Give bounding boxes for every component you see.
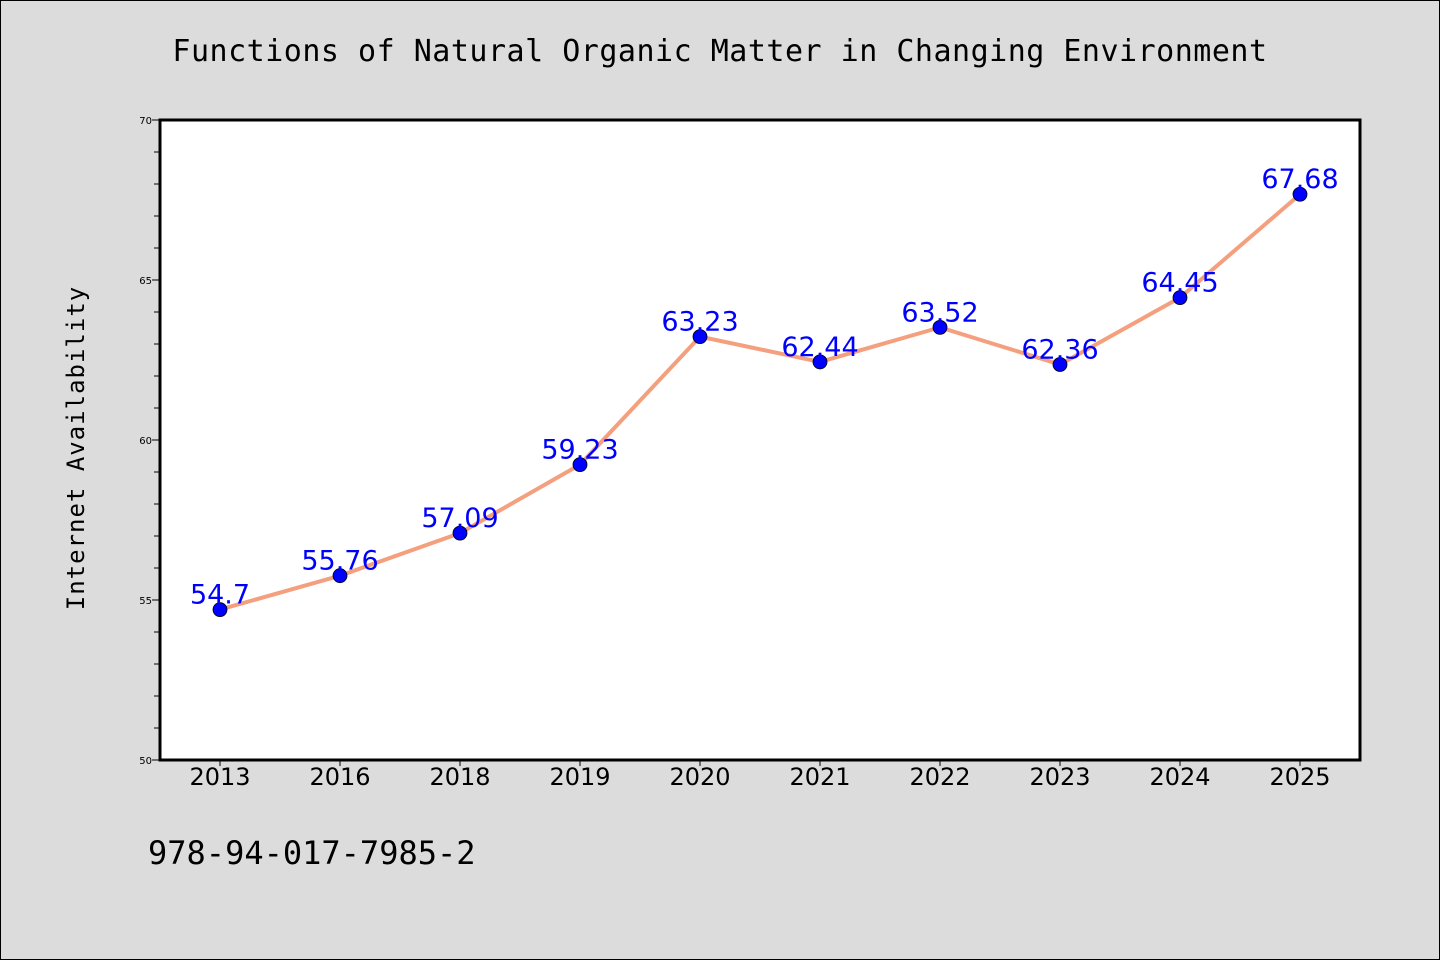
data-point [452, 525, 468, 541]
x-tick-label: 2018 [429, 763, 490, 791]
chart-title: Functions of Natural Organic Matter in C… [172, 34, 1268, 69]
x-tick-label: 2024 [1149, 763, 1210, 791]
x-tick-label: 2019 [549, 763, 610, 791]
y-tick-label: 50 [139, 756, 152, 767]
data-label: 54.7 [190, 580, 250, 611]
data-label: 63.23 [661, 307, 738, 338]
y-tick-label: 65 [139, 276, 152, 287]
y-tick-label: 70 [139, 116, 152, 127]
data-label: 67.68 [1261, 164, 1338, 195]
y-tick-label: 60 [139, 436, 152, 447]
data-label: 62.44 [781, 332, 858, 363]
x-tick-label: 2025 [1269, 763, 1330, 791]
data-point [1172, 290, 1188, 306]
data-label: 57.09 [421, 503, 498, 534]
y-tick-label: 55 [139, 596, 152, 607]
data-point [332, 568, 348, 584]
plot-area [158, 118, 1362, 762]
data-label: 63.52 [901, 297, 978, 328]
data-point [1292, 186, 1308, 202]
y-axis-ticks: 50 55 60 65 70 [139, 116, 160, 767]
data-labels-group: 54.7 55.76 57.09 59.23 63.23 62.44 63.52 62.36 6… [190, 164, 1339, 610]
series-group [212, 186, 1308, 617]
x-tick-label: 2022 [909, 763, 970, 791]
x-axis-ticks: 2013 2016 2018 2019 2020 2021 2022 2023 2024 2025 [189, 760, 1331, 791]
series-line [219, 192, 1302, 612]
data-label: 64.45 [1141, 268, 1218, 299]
x-tick-label: 2020 [669, 763, 730, 791]
data-point [572, 457, 588, 473]
x-tick-label: 2016 [309, 763, 370, 791]
footer-id: 978-94-017-7985-2 [148, 834, 476, 872]
data-point [1052, 357, 1068, 372]
data-label: 59.23 [541, 435, 618, 466]
x-tick-label: 2023 [1029, 763, 1090, 791]
data-label: 62.36 [1021, 334, 1098, 365]
data-label: 55.76 [301, 546, 378, 577]
data-point [932, 319, 948, 335]
data-point [812, 354, 828, 370]
x-tick-label: 2013 [189, 763, 250, 791]
data-point [212, 602, 228, 617]
data-point [692, 329, 708, 345]
x-tick-label: 2021 [789, 763, 850, 791]
